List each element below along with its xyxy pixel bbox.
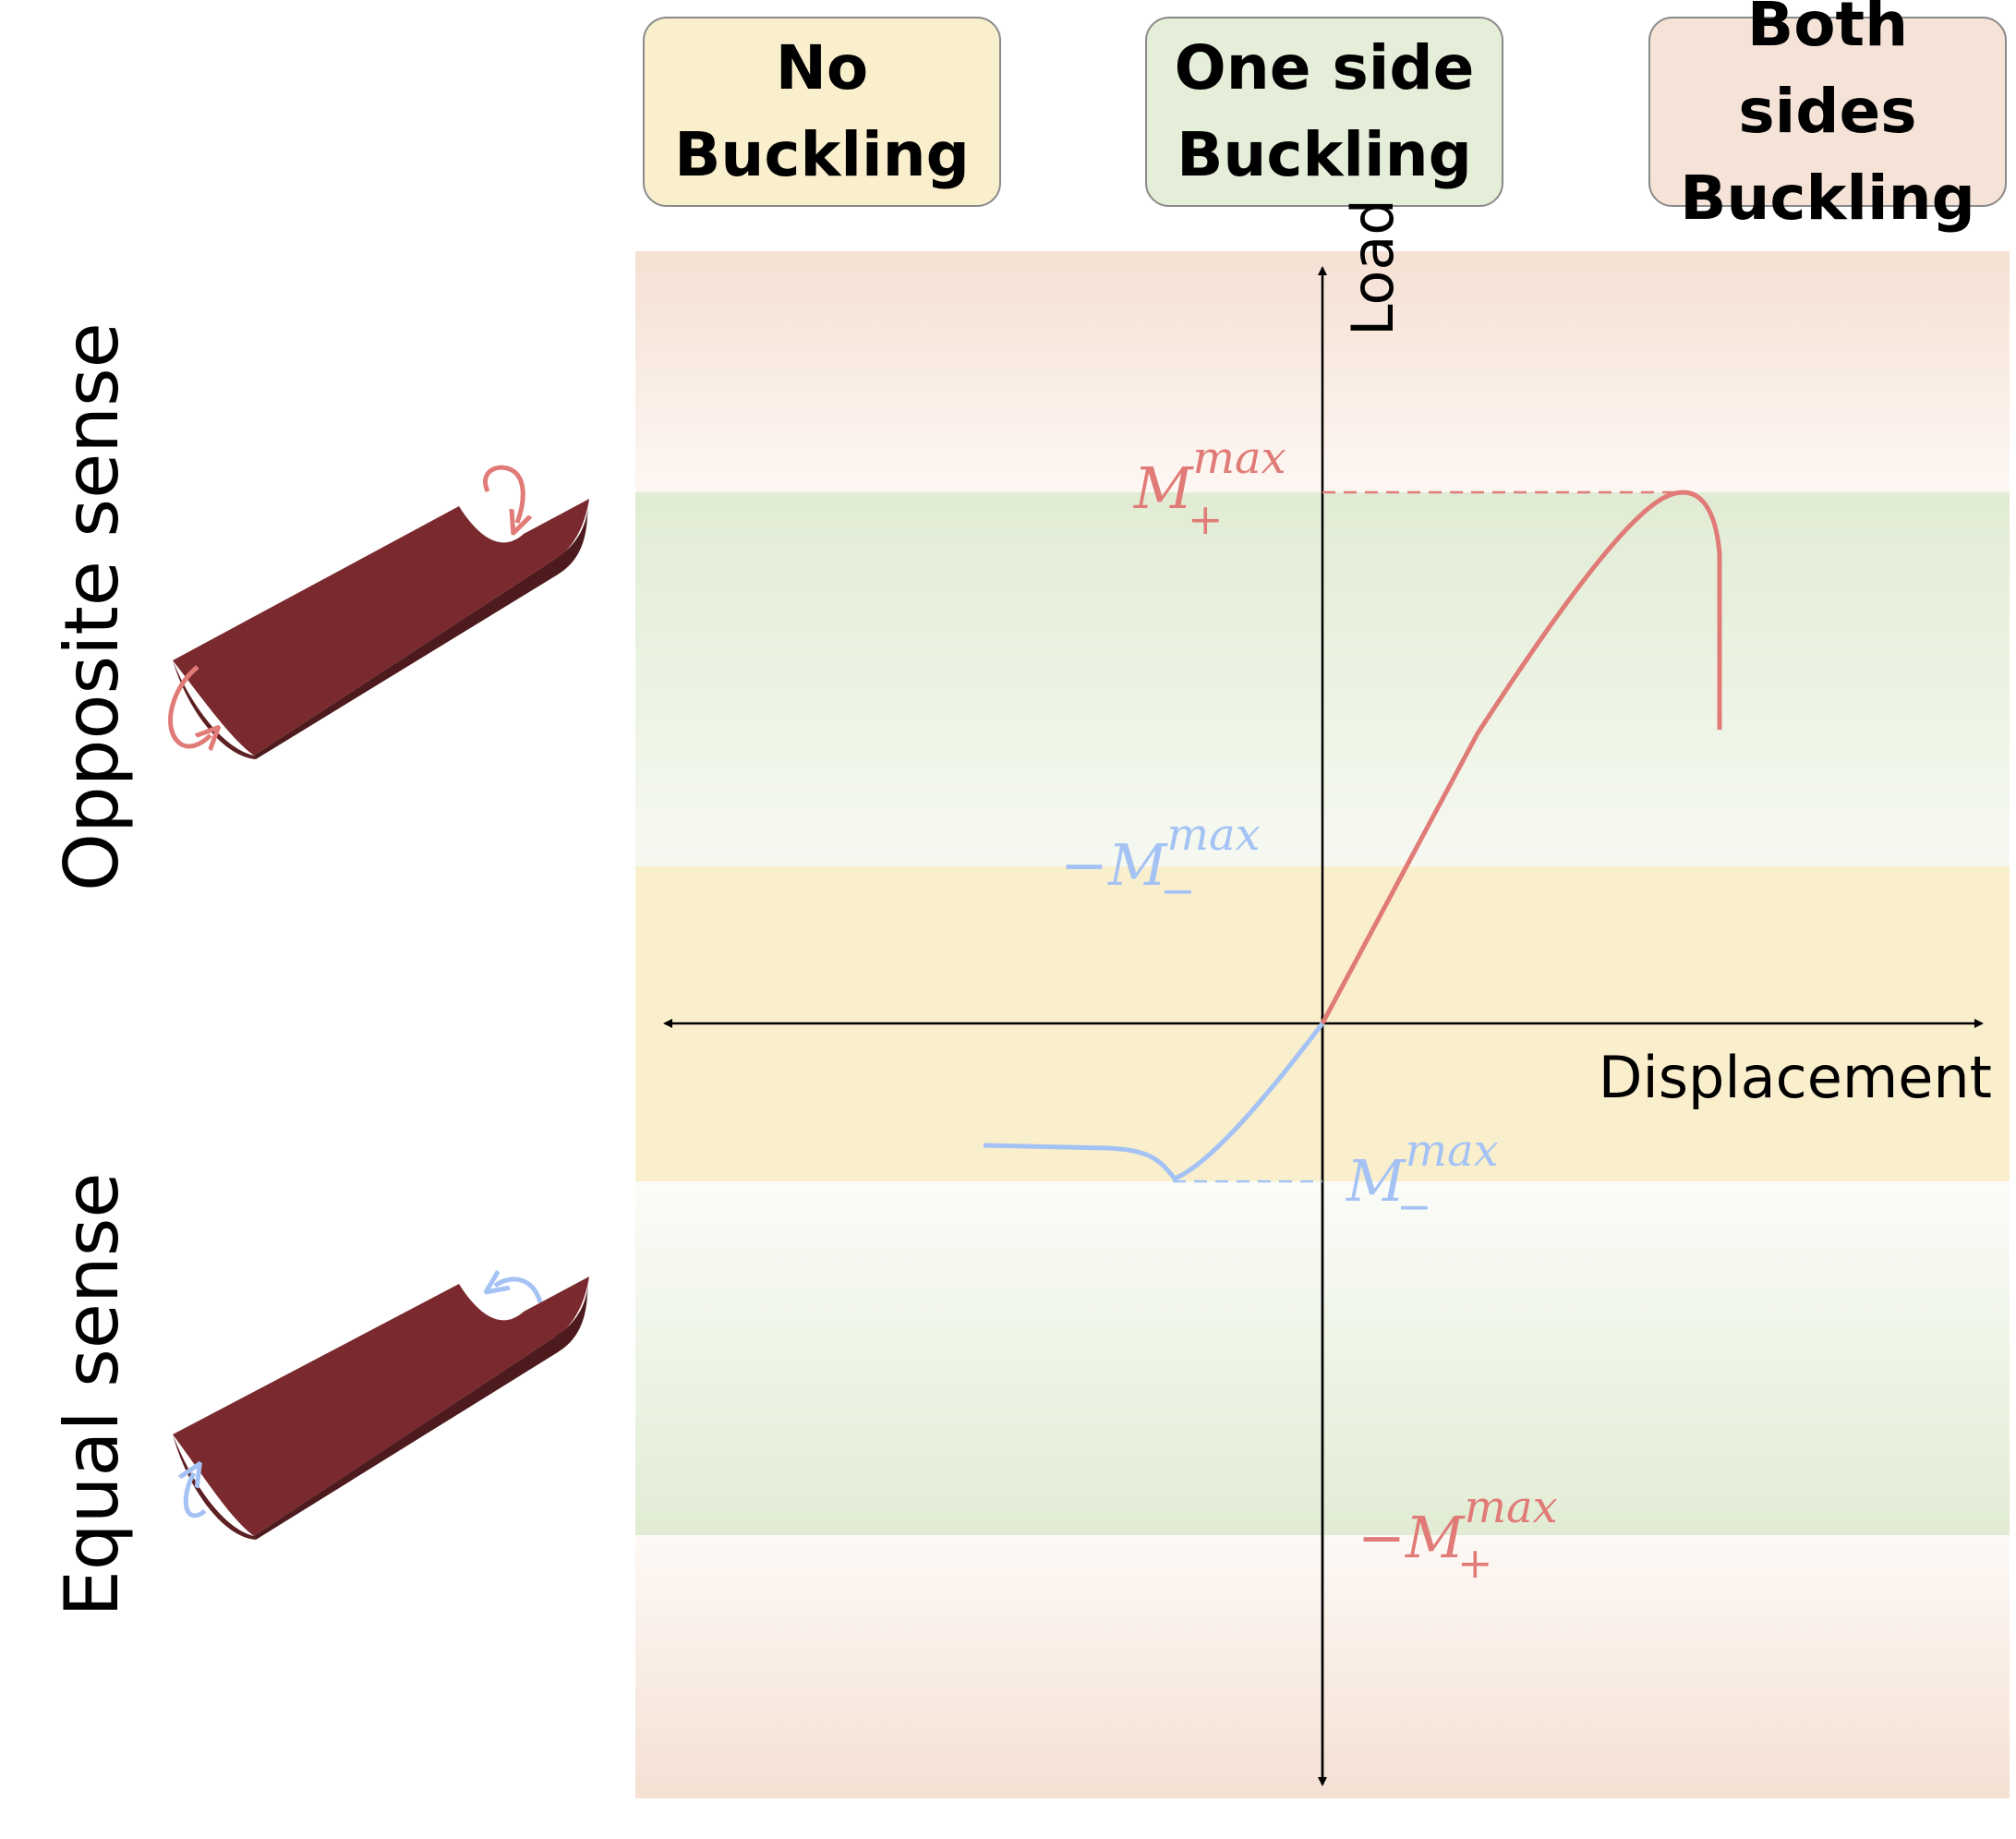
neg-m-plus-max-label: −Mmax +	[1358, 1482, 1558, 1588]
beam-top-face	[173, 499, 589, 756]
rotation-arrow-bottom-red-icon	[168, 665, 211, 746]
beam-opposite-sense	[168, 465, 589, 759]
legend-both-sides-buckling: Both sides Buckling	[1648, 0, 2007, 234]
blue-load-curve	[983, 1022, 1324, 1182]
neg-m-minus-max-label: −Mmax −	[1060, 809, 1261, 915]
y-axis-label: Load	[1339, 199, 1406, 336]
legend-both-sides-label: Both sides Buckling	[1680, 0, 1975, 234]
legend-one-side-label: One side Buckling	[1174, 32, 1475, 190]
legend-one-side-buckling: One side Buckling	[1145, 17, 1503, 207]
beam-equal-sense	[173, 1276, 589, 1540]
red-load-curve	[1320, 490, 1722, 1025]
legend-no-buckling-label: No Buckling	[674, 32, 970, 190]
x-axis-label: Displacement	[1599, 1044, 1992, 1111]
rotation-arrow-bottom-blue-icon	[186, 1473, 207, 1518]
rotation-arrow-top-red-icon	[483, 465, 523, 523]
legend-no-buckling: No Buckling	[643, 17, 1001, 207]
rotation-arrow-top-blue-icon	[495, 1279, 543, 1303]
m-minus-max-label: Mmax −	[1346, 1125, 1499, 1231]
m-plus-max-label: Mmax +	[1133, 432, 1286, 544]
beam-top-face-2	[173, 1276, 589, 1536]
